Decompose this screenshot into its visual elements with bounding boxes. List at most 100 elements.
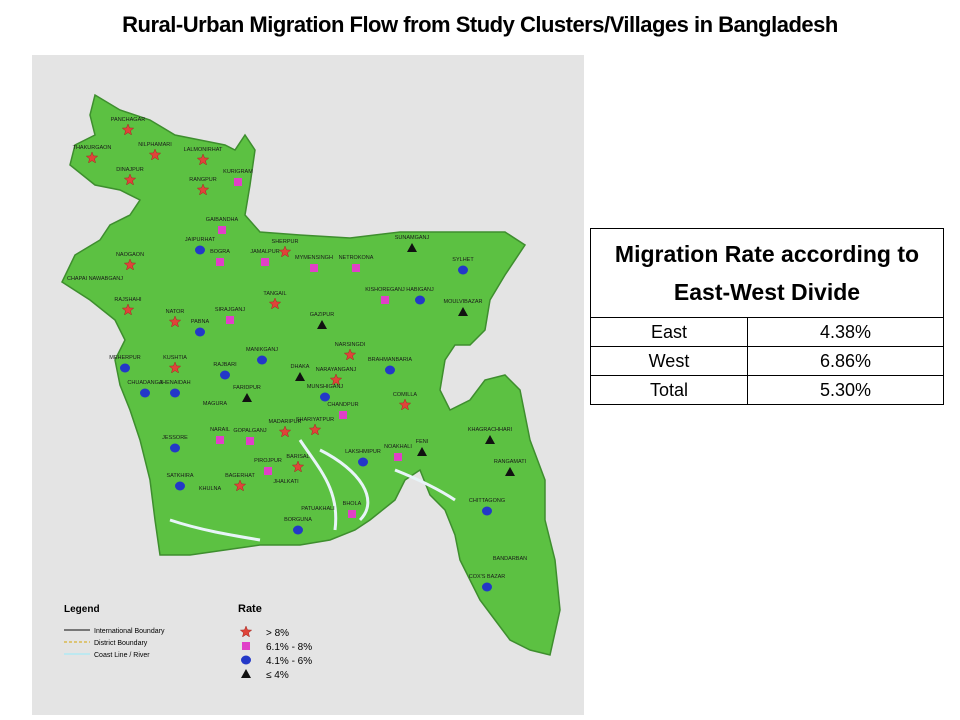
- star-marker: [168, 315, 182, 328]
- district-label: BARISAL: [286, 454, 309, 460]
- star-marker: [121, 303, 135, 316]
- square-marker: [261, 258, 269, 266]
- circle-marker: [220, 370, 230, 380]
- triangle-marker: [458, 307, 468, 316]
- table-cell: 6.86%: [746, 346, 945, 376]
- triangle-marker: [242, 393, 252, 402]
- triangle-marker: [295, 372, 305, 381]
- district-label: GAZIPUR: [310, 312, 334, 318]
- rate-legend-label: 6.1% - 8%: [266, 642, 312, 653]
- star-marker: [329, 373, 343, 386]
- district-label: THAKURGAON: [73, 145, 112, 151]
- square-marker: [218, 226, 226, 234]
- district-label: MOULVIBAZAR: [443, 299, 482, 305]
- square-marker: [348, 510, 356, 518]
- district-label: CHUADANGA: [127, 380, 162, 386]
- square-marker: [394, 453, 402, 461]
- district-label: SYLHET: [452, 257, 474, 263]
- table-row: West 6.86%: [590, 346, 945, 376]
- circle-marker: [358, 457, 368, 467]
- district-label: NARAYANGANJ: [316, 367, 357, 373]
- district-label: HABIGANJ: [406, 287, 434, 293]
- district-label: KURIGRAM: [223, 169, 253, 175]
- star-marker: [123, 173, 137, 186]
- circle-marker: [385, 365, 395, 375]
- star-marker: [85, 151, 99, 164]
- triangle-marker: [317, 320, 327, 329]
- triangle-marker: [417, 447, 427, 456]
- square-marker: [264, 467, 272, 475]
- table-cell: 4.38%: [746, 317, 945, 347]
- district-label: LAKSHMIPUR: [345, 449, 381, 455]
- circle-marker: [140, 388, 150, 398]
- square-marker: [246, 437, 254, 445]
- district-label: SUNAMGANJ: [395, 235, 430, 241]
- star-marker: [121, 123, 135, 136]
- district-label: JHALKATI: [273, 479, 299, 485]
- district-label: JAIPURHAT: [185, 237, 216, 243]
- legend-marker: [241, 669, 251, 678]
- district-label: KUSHTIA: [163, 355, 187, 361]
- district-label: KHULNA: [199, 486, 222, 492]
- district-label: MANIKGANJ: [246, 347, 278, 353]
- square-marker: [216, 436, 224, 444]
- table-row: Total 5.30%: [590, 375, 945, 405]
- district-label: SHARIYATPUR: [296, 417, 334, 423]
- circle-marker: [458, 265, 468, 275]
- legend-marker: [242, 642, 250, 650]
- table-title: Migration Rate according to East-West Di…: [590, 228, 944, 318]
- square-marker: [226, 316, 234, 324]
- star-marker: [308, 423, 322, 436]
- circle-marker: [293, 525, 303, 535]
- square-marker: [381, 296, 389, 304]
- district-label: PIROJPUR: [254, 458, 282, 464]
- district-label: LALMONIRHAT: [184, 147, 223, 153]
- district-label: JAMALPUR: [250, 249, 279, 255]
- square-marker: [339, 411, 347, 419]
- table-cell: East: [590, 317, 748, 347]
- legend-label: District Boundary: [94, 640, 148, 647]
- district-label: RANGAMATI: [494, 459, 527, 465]
- district-label: BANDARBAN: [493, 556, 527, 562]
- triangle-marker: [505, 467, 515, 476]
- district-label: NARAIL: [210, 427, 230, 433]
- star-marker: [233, 479, 247, 492]
- circle-marker: [482, 506, 492, 516]
- district-label: NETROKONA: [339, 255, 374, 261]
- district-label: BHOLA: [343, 501, 362, 507]
- square-marker: [310, 264, 318, 272]
- table-cell: West: [590, 346, 748, 376]
- district-label: COX'S BAZAR: [469, 574, 506, 580]
- district-label: KISHOREGANJ: [365, 287, 405, 293]
- circle-marker: [195, 327, 205, 337]
- rate-table: Migration Rate according to East-West Di…: [590, 228, 945, 405]
- rate-legend-title: Rate: [238, 603, 262, 615]
- district-label: RAJSHAHI: [114, 297, 142, 303]
- district-label: SHERPUR: [272, 239, 299, 245]
- district-label: BAGERHAT: [225, 473, 255, 479]
- district-label: MAGURA: [203, 401, 227, 407]
- star-marker: [123, 258, 137, 271]
- circle-marker: [175, 481, 185, 491]
- district-label: CHANDPUR: [327, 402, 358, 408]
- star-marker: [196, 183, 210, 196]
- circle-marker: [195, 245, 205, 255]
- district-label: RANGPUR: [189, 177, 217, 183]
- district-label: RAJBARI: [213, 362, 237, 368]
- district-label: DHAKA: [291, 364, 310, 370]
- district-label: SATKHIRA: [166, 473, 193, 479]
- star-marker: [168, 361, 182, 374]
- district-label: PANCHAGAR: [111, 117, 145, 123]
- district-label: BRAHMANBARIA: [368, 357, 412, 363]
- river-delta: [169, 439, 456, 542]
- circle-marker: [415, 295, 425, 305]
- district-label: DINAJPUR: [116, 167, 144, 173]
- star-marker: [196, 153, 210, 166]
- star-marker: [268, 297, 282, 310]
- district-label: CHAPAI NAWABGANJ: [67, 276, 123, 282]
- table-cell: Total: [590, 375, 748, 405]
- slide-title: Rural-Urban Migration Flow from Study Cl…: [122, 12, 838, 37]
- circle-marker: [320, 392, 330, 402]
